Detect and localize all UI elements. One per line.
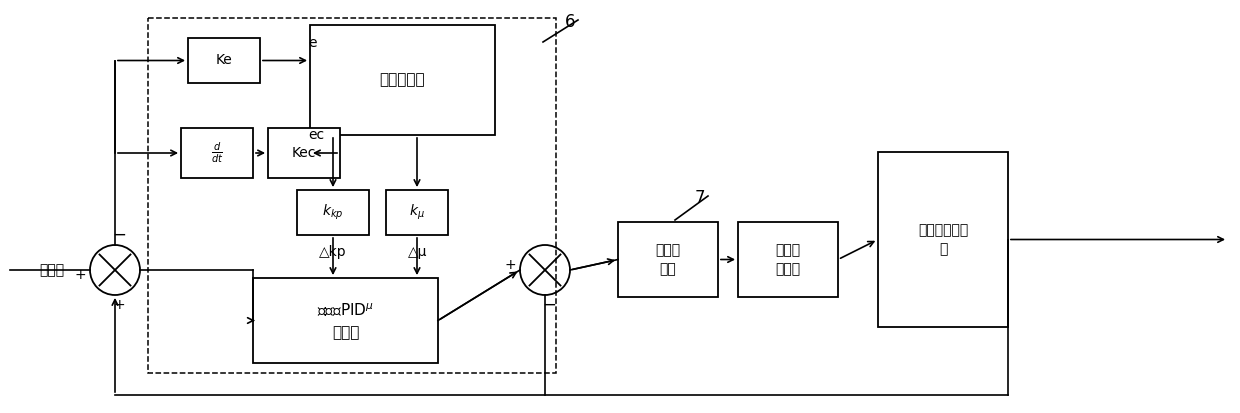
Text: $k_{kp}$: $k_{kp}$ [322,203,343,222]
Text: +: + [113,298,125,312]
FancyBboxPatch shape [310,25,495,135]
FancyBboxPatch shape [268,128,340,178]
Text: +: + [74,268,86,282]
Text: Ke: Ke [216,54,232,67]
FancyBboxPatch shape [253,278,438,363]
FancyBboxPatch shape [618,222,718,297]
Text: 模糊控制器: 模糊控制器 [379,73,425,88]
Text: △kp: △kp [319,245,347,259]
Text: 比例控
制器: 比例控 制器 [656,243,681,276]
Text: Kec: Kec [291,146,316,160]
Text: $\frac{d}{dt}$: $\frac{d}{dt}$ [211,141,223,165]
FancyBboxPatch shape [738,222,838,297]
Text: 6: 6 [564,13,575,31]
Text: +: + [505,258,516,272]
Text: e: e [308,36,316,50]
Text: $k_{\mu}$: $k_{\mu}$ [409,203,425,222]
FancyBboxPatch shape [188,38,260,83]
FancyBboxPatch shape [181,128,253,178]
FancyBboxPatch shape [298,190,370,235]
Text: 蕊煮锅温度对
象: 蕊煮锅温度对 象 [918,223,968,256]
Text: 7: 7 [694,189,706,207]
FancyBboxPatch shape [878,152,1008,327]
Text: −: − [112,226,126,244]
Text: ec: ec [308,128,324,142]
Text: 流量过
程对象: 流量过 程对象 [775,243,801,276]
Text: △μ: △μ [408,245,428,259]
FancyBboxPatch shape [386,190,448,235]
Text: −: − [542,296,556,314]
Text: 分数阶PID$^{\mu}$
控制器: 分数阶PID$^{\mu}$ 控制器 [317,301,374,339]
Text: 设定値: 设定値 [40,263,64,277]
